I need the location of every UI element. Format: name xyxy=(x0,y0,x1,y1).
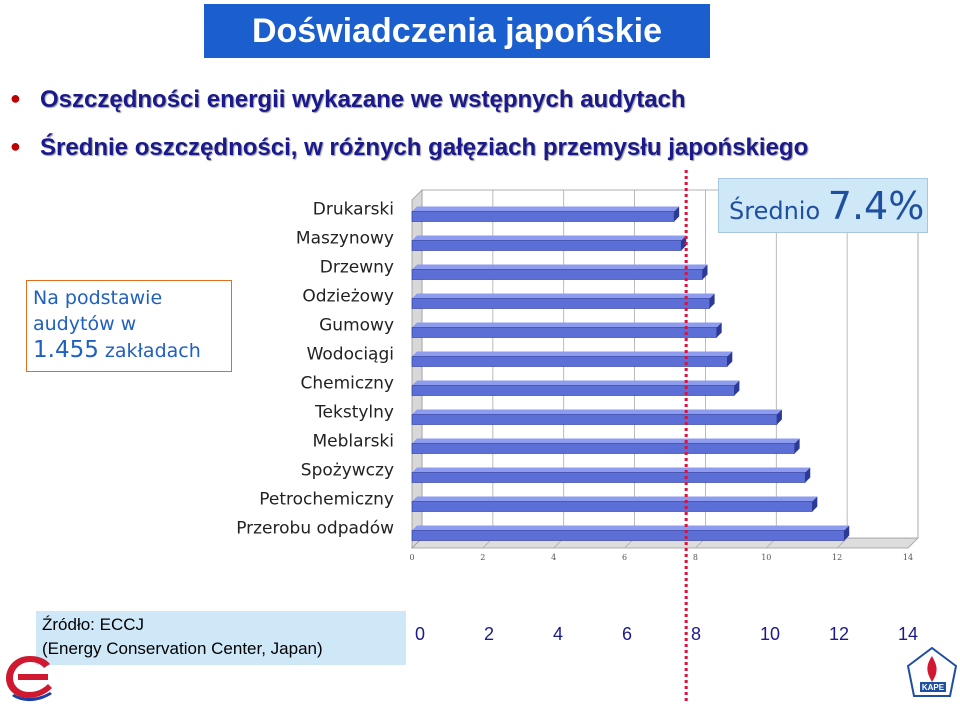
chart-gridline xyxy=(907,537,919,549)
bar-side xyxy=(794,438,800,454)
bar-top xyxy=(412,264,708,270)
bottom-axis-tick: 8 xyxy=(691,624,702,644)
axis-tick-label: 8 xyxy=(693,553,698,562)
bar-side xyxy=(805,467,811,483)
bar-top xyxy=(412,206,680,212)
bar-side xyxy=(716,322,722,338)
bar-side xyxy=(709,293,715,309)
bottom-axis-tick: 0 xyxy=(415,624,426,644)
bar-front xyxy=(411,414,778,425)
bullet-2: ● Średnie oszczędności, w różnych gałęzia… xyxy=(10,134,808,162)
bullet-1: ● Oszczędności energii wykazane we wstępn… xyxy=(10,86,686,114)
bar-side xyxy=(681,235,687,251)
axis-tick-label: 14 xyxy=(903,553,913,562)
bar-side xyxy=(844,525,850,541)
category-label: Meblarski xyxy=(313,432,394,452)
bar-top xyxy=(412,496,818,502)
average-value: 7.4% xyxy=(827,184,925,228)
bottom-axis-tick: 14 xyxy=(898,624,919,644)
axis-tick-label: 0 xyxy=(409,553,414,562)
axis-tick-label: 6 xyxy=(622,553,627,562)
bottom-axis-tick: 10 xyxy=(760,624,781,644)
bullet-1-text: Oszczędności energii wykazane we wstępny… xyxy=(40,86,686,113)
bar-side xyxy=(812,496,818,512)
bar-top xyxy=(412,467,811,473)
bar-3 xyxy=(411,264,708,280)
bar-side xyxy=(727,351,733,367)
bar-top xyxy=(412,293,715,299)
bar-front xyxy=(411,530,845,541)
bar-top xyxy=(412,380,740,386)
audit-note-line2: audytów w xyxy=(33,313,137,335)
category-label: Tekstylny xyxy=(314,403,394,423)
bar-front xyxy=(411,501,813,512)
bar-12 xyxy=(411,525,850,541)
bar-front xyxy=(411,298,710,309)
bar-5 xyxy=(411,322,722,338)
audit-note-line1: Na podstawie xyxy=(33,287,163,309)
bar-top xyxy=(412,409,782,415)
bar-8 xyxy=(411,409,782,425)
audit-note-line3: 1.455 zakładach xyxy=(33,337,231,364)
bar-front xyxy=(411,472,806,483)
bullet-dot-icon: ● xyxy=(10,88,21,108)
bottom-axis-tick: 4 xyxy=(553,624,564,644)
source-box: Źródło: ECCJ (Energy Conservation Center… xyxy=(36,611,406,665)
slide-title: Doświadczenia japońskie xyxy=(204,4,710,58)
bar-front xyxy=(411,385,735,396)
bar-6 xyxy=(411,351,733,367)
category-label: Chemiczny xyxy=(301,374,395,394)
bottom-axis-tick: 6 xyxy=(622,624,633,644)
category-label: Maszynowy xyxy=(296,229,394,249)
bar-7 xyxy=(411,380,740,396)
bullet-dot-icon: ● xyxy=(10,136,21,156)
category-label: Petrochemiczny xyxy=(259,490,394,510)
average-prefix: Średnio xyxy=(729,197,821,225)
bar-front xyxy=(411,443,795,454)
bar-4 xyxy=(411,293,715,309)
bar-top xyxy=(412,525,850,531)
axis-tick-label: 2 xyxy=(480,553,485,562)
category-label: Spożywczy xyxy=(301,461,394,481)
category-label: Odzieżowy xyxy=(302,287,394,307)
bar-9 xyxy=(411,438,800,454)
axis-tick-label: 4 xyxy=(551,553,556,562)
audit-note-box: Na podstawie audytów w 1.455 zakładach xyxy=(26,280,232,372)
bar-side xyxy=(734,380,740,396)
category-label: Drukarski xyxy=(313,200,394,220)
axis-tick-label: 10 xyxy=(761,553,771,562)
bar-side xyxy=(702,264,708,280)
audit-suffix: zakładach xyxy=(104,340,201,362)
source-line2: (Energy Conservation Center, Japan) xyxy=(42,639,323,658)
axis-tick-label: 12 xyxy=(832,553,842,562)
bar-side xyxy=(674,206,680,222)
category-label: Gumowy xyxy=(319,316,394,336)
bar-front xyxy=(411,269,703,280)
bar-10 xyxy=(411,467,811,483)
chart-gridline xyxy=(836,537,848,549)
bar-front xyxy=(411,211,675,222)
average-box: Średnio 7.4% xyxy=(718,178,928,233)
bar-top xyxy=(412,235,687,241)
bar-side xyxy=(776,409,782,425)
bottom-axis-tick: 2 xyxy=(484,624,495,644)
bar-11 xyxy=(411,496,818,512)
bar-2 xyxy=(411,235,687,251)
bar-top xyxy=(412,351,733,357)
audit-count: 1.455 xyxy=(33,337,99,363)
bar-front xyxy=(411,327,717,338)
category-label: Wodociągi xyxy=(307,345,394,365)
bar-top xyxy=(412,438,800,444)
bar-top xyxy=(412,322,722,328)
bottom-axis-tick: 12 xyxy=(829,624,850,644)
bar-front xyxy=(411,240,682,251)
bullet-2-text: Średnie oszczędności, w różnych gałęziac… xyxy=(40,134,809,161)
bar-front xyxy=(411,356,728,367)
category-label: Przerobu odpadów xyxy=(236,519,394,539)
bar-1 xyxy=(411,206,680,222)
source-line1: Źródło: ECCJ xyxy=(42,615,145,634)
category-label: Drzewny xyxy=(320,258,394,278)
